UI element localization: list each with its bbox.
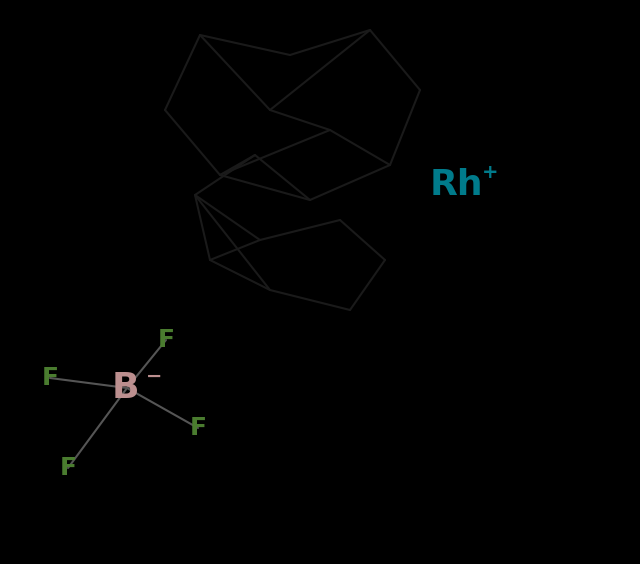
Text: F: F [158,328,175,352]
Text: +: + [482,164,499,183]
Text: F: F [42,366,59,390]
Text: F: F [60,456,77,480]
Text: F: F [190,416,207,440]
Text: B: B [112,371,140,405]
Text: −: − [146,367,163,386]
Text: Rh: Rh [430,168,484,202]
